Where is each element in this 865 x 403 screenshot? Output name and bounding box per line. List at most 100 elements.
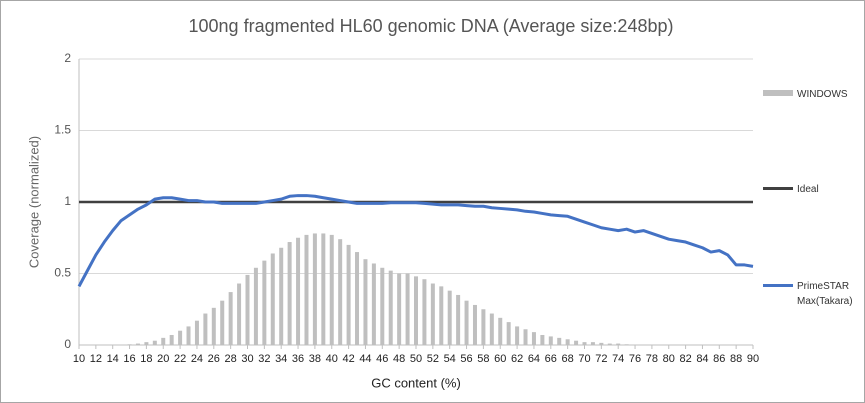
legend-swatch	[763, 90, 793, 96]
bar	[203, 313, 208, 345]
bar	[371, 263, 376, 345]
x-tick-label: 80	[663, 353, 675, 365]
bar	[388, 270, 393, 345]
bar	[245, 274, 250, 345]
bar	[414, 276, 418, 345]
bar	[346, 244, 351, 345]
x-tick-label: 46	[376, 353, 388, 365]
bar	[228, 292, 233, 345]
x-tick-label: 42	[342, 353, 354, 365]
bar	[161, 337, 166, 345]
x-tick-label: 52	[427, 353, 439, 365]
legend-label: WINDOWS	[797, 89, 848, 100]
bar	[607, 343, 612, 345]
y-tick-label: 1	[64, 194, 71, 208]
x-tick-label: 18	[140, 353, 152, 365]
bar	[169, 334, 174, 345]
x-tick-label: 72	[595, 353, 607, 365]
x-tick-label: 36	[292, 353, 304, 365]
bar	[152, 340, 157, 345]
legend-label: PrimeSTAR Max(Takara)	[797, 281, 853, 307]
bar	[338, 239, 343, 345]
y-tick-label: 1.5	[54, 123, 71, 137]
x-tick-label: 16	[123, 353, 135, 365]
bar	[329, 234, 334, 345]
bar	[144, 342, 149, 345]
legend-item: Ideal	[763, 182, 858, 197]
y-tick-label: 2	[64, 51, 71, 65]
x-tick-label: 10	[73, 353, 85, 365]
bar	[253, 267, 258, 345]
bar	[262, 260, 267, 345]
x-tick-label: 28	[225, 353, 237, 365]
y-axis-label: Coverage (normalized)	[26, 136, 41, 268]
legend-swatch	[763, 284, 793, 287]
x-tick-label: 68	[562, 353, 574, 365]
bar	[590, 342, 595, 345]
bar	[422, 279, 427, 345]
x-tick-label: 40	[326, 353, 338, 365]
x-tick-label: 38	[309, 353, 321, 365]
x-tick-label: 84	[696, 353, 708, 365]
bar	[296, 237, 301, 345]
x-tick-label: 26	[208, 353, 220, 365]
x-axis-label: GC content (%)	[371, 375, 461, 390]
y-tick-label: 0	[64, 337, 71, 351]
bar	[616, 343, 621, 345]
bar	[472, 304, 477, 345]
x-tick-label: 90	[747, 353, 759, 365]
bar	[279, 247, 284, 345]
x-tick-label: 88	[730, 353, 742, 365]
x-tick-label: 60	[494, 353, 506, 365]
legend-item: PrimeSTAR Max(Takara)	[763, 279, 858, 309]
bar	[287, 242, 292, 345]
bar	[447, 290, 452, 345]
y-tick-label: 0.5	[54, 266, 71, 280]
x-tick-label: 44	[359, 353, 371, 365]
bar	[582, 342, 587, 345]
x-tick-label: 12	[90, 353, 102, 365]
x-tick-label: 74	[612, 353, 624, 365]
bar	[405, 273, 410, 345]
bar	[548, 336, 553, 345]
legend-swatch	[763, 187, 793, 190]
bar	[355, 252, 360, 345]
x-tick-label: 64	[528, 353, 540, 365]
x-tick-label: 32	[258, 353, 270, 365]
x-tick-label: 34	[275, 353, 287, 365]
bar	[186, 326, 191, 345]
bar	[135, 343, 140, 345]
bar	[312, 233, 317, 345]
bar	[540, 334, 545, 345]
x-tick-label: 70	[578, 353, 590, 365]
x-tick-label: 54	[444, 353, 456, 365]
x-tick-label: 22	[174, 353, 186, 365]
chart-title: 100ng fragmented HL60 genomic DNA (Avera…	[189, 16, 674, 36]
bar	[321, 233, 326, 345]
x-tick-label: 20	[157, 353, 169, 365]
legend-label: Ideal	[797, 184, 819, 195]
bar	[599, 342, 604, 345]
bar	[237, 283, 242, 345]
x-tick-label: 56	[460, 353, 472, 365]
bar	[456, 294, 461, 345]
bar	[397, 273, 402, 345]
bar	[430, 283, 435, 345]
bar	[574, 340, 579, 345]
x-tick-label: 82	[679, 353, 691, 365]
bar	[489, 313, 494, 345]
bar	[439, 286, 444, 345]
bar	[380, 267, 385, 345]
line	[77, 194, 754, 288]
x-tick-label: 48	[393, 353, 405, 365]
bar	[557, 337, 562, 345]
bar	[304, 234, 309, 345]
x-tick-label: 78	[646, 353, 658, 365]
x-tick-label: 62	[511, 353, 523, 365]
legend-item: WINDOWS	[763, 87, 858, 102]
bar	[270, 253, 275, 345]
x-tick-label: 24	[191, 353, 203, 365]
bar	[531, 332, 536, 345]
bar	[565, 339, 570, 345]
